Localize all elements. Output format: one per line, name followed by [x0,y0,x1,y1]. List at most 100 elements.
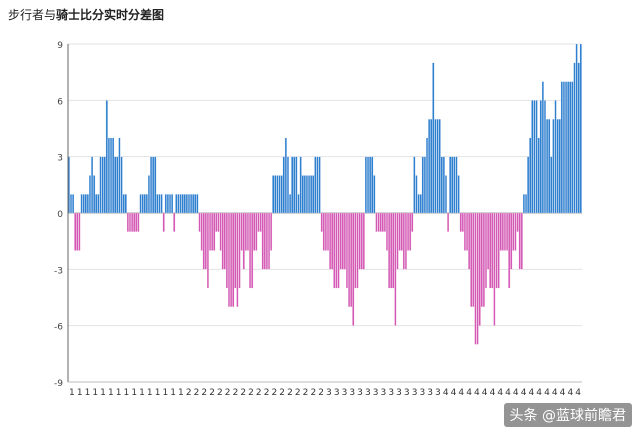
bar [173,212,176,232]
bar [164,194,167,214]
bar [249,212,252,289]
bar [493,212,496,326]
bar [451,156,454,214]
bar [213,212,216,251]
x-tick-label: 2 [256,388,262,398]
bar [286,156,290,214]
bar [331,212,334,270]
bar [573,62,576,214]
bar [404,212,407,270]
bar [518,212,521,270]
x-tick-label: 1 [116,388,122,398]
bar [215,212,218,232]
bar [246,212,249,251]
bar [524,194,528,214]
bar [444,175,448,214]
bar [112,137,115,214]
bar [299,156,302,214]
bar [139,194,142,214]
bar [459,212,462,232]
bar [185,194,188,214]
bar [156,194,159,214]
x-tick-label: 4 [458,388,464,398]
bar [442,156,445,214]
bar [499,212,502,251]
bar [82,194,85,214]
bar [364,156,367,214]
x-tick-label: 2 [240,388,246,398]
x-tick-label: 1 [92,388,98,398]
bar [238,212,241,289]
x-tick-label: 1 [131,388,137,398]
y-tick-label: -3 [54,266,63,276]
bar [377,212,380,232]
bar [434,118,437,214]
bar [388,212,391,289]
x-tick-label: 4 [544,388,550,398]
bar-series [67,43,582,345]
bar [438,118,441,214]
bar [466,212,469,251]
x-tick-label: 3 [388,388,394,398]
bar [343,212,346,270]
bar [120,156,123,214]
bar [379,212,382,232]
bar [484,212,488,289]
bar [468,212,471,270]
bar [131,212,134,232]
x-tick-label: 3 [334,388,340,398]
bar [194,194,197,214]
bar [318,156,321,214]
watermark-label: 头条 @蓝球前瞻君 [503,403,632,427]
bar [329,212,332,270]
bar [390,212,393,289]
x-tick-label: 2 [272,388,278,398]
bar [423,156,426,214]
bar [543,100,547,214]
bar [291,156,294,214]
bar [350,212,353,308]
bar [369,156,372,214]
bar [324,212,327,251]
bar [554,100,557,214]
bar [267,212,271,270]
x-tick-label: 4 [575,388,581,398]
x-tick-label: 2 [201,388,207,398]
bar [476,212,479,345]
bar [236,212,239,308]
bar [326,212,330,251]
x-tick-label: 1 [85,388,91,398]
bar [409,212,412,251]
bar [360,212,363,270]
bar [196,194,199,214]
bar [84,194,87,214]
bar [430,118,433,214]
x-tick-label: 2 [295,388,301,398]
bar [88,175,91,214]
y-tick-label: -6 [54,323,63,333]
bar [230,212,233,308]
bar [175,194,178,214]
bar [487,212,490,270]
bar [202,212,205,270]
x-tick-label: 4 [497,388,503,398]
bar [449,156,452,214]
bar [177,194,180,214]
bar [209,212,212,251]
bar [480,212,483,308]
bar [183,194,186,214]
bar [244,212,247,251]
bar [569,81,572,214]
bar [358,212,361,270]
bar [259,212,262,232]
x-tick-label: 2 [186,388,192,398]
bar [219,212,222,251]
bar [190,194,193,214]
bar [211,212,214,251]
bar [539,100,542,214]
bar [531,100,534,214]
chart-title: 步行者与骑士比分实时分差图 [8,6,164,23]
bar [546,118,549,214]
bar [575,43,578,214]
